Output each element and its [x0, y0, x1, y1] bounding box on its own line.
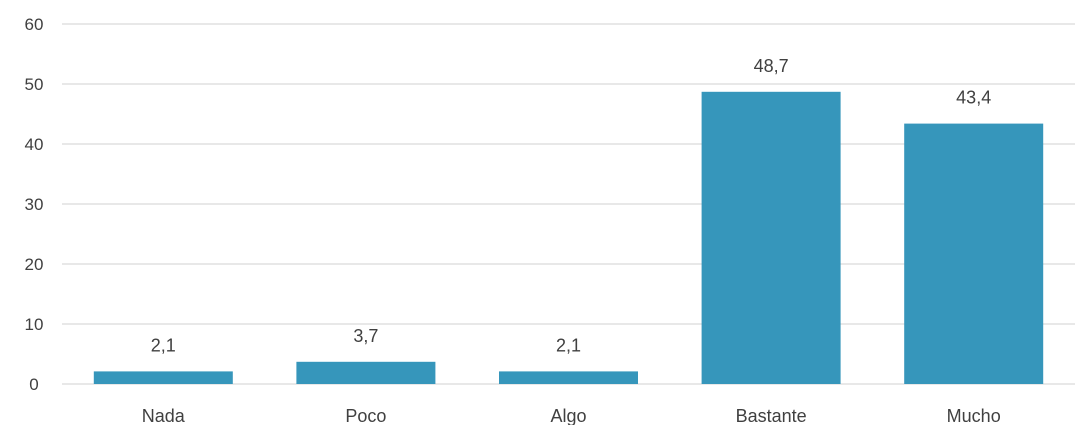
y-tick-label: 60 [25, 15, 44, 34]
data-label: 3,7 [353, 326, 378, 346]
x-tick-label: Poco [345, 406, 386, 425]
y-tick-label: 20 [25, 255, 44, 274]
bar [296, 361, 436, 384]
y-tick-label: 40 [25, 135, 44, 154]
data-label: 2,1 [556, 335, 581, 355]
data-label: 48,7 [754, 56, 789, 76]
y-axis-tick-labels: 0 10 20 30 40 50 60 [25, 15, 44, 394]
y-tick-label: 30 [25, 195, 44, 214]
y-tick-label: 50 [25, 75, 44, 94]
y-tick-label: 10 [25, 315, 44, 334]
x-axis-category-labels: Nada Poco Algo Bastante Mucho [142, 406, 1001, 425]
gridlines [62, 23, 1075, 385]
bar [904, 123, 1044, 384]
data-labels: 2,1 3,7 2,1 48,7 43,4 [151, 56, 991, 356]
x-tick-label: Bastante [736, 406, 807, 425]
bar [499, 371, 638, 384]
y-tick-label: 0 [29, 375, 38, 394]
x-tick-label: Algo [550, 406, 586, 425]
bars [93, 91, 1044, 385]
bar [93, 371, 233, 384]
data-label: 43,4 [956, 88, 991, 108]
data-label: 2,1 [151, 335, 176, 355]
x-tick-label: Nada [142, 406, 186, 425]
bar [701, 91, 841, 385]
x-tick-label: Mucho [947, 406, 1001, 425]
